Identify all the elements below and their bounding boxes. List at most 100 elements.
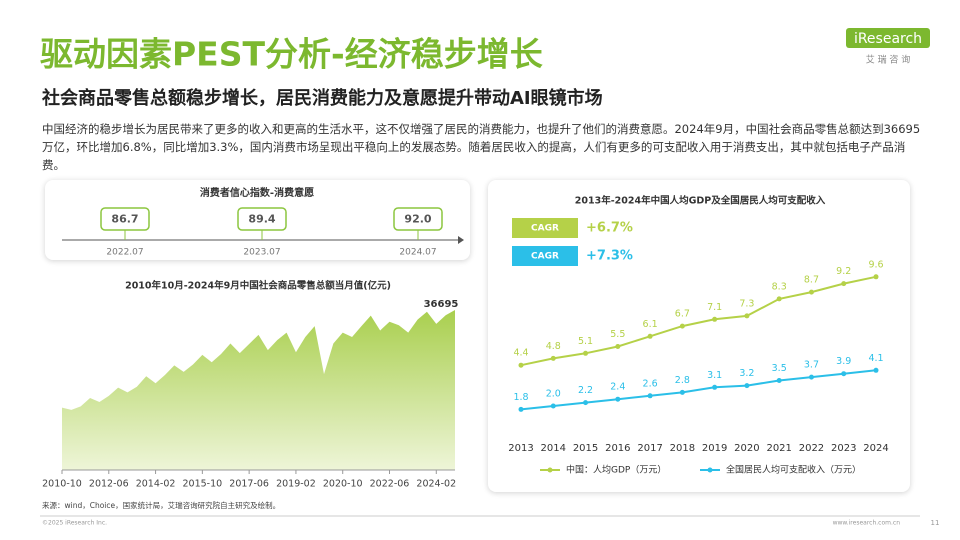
x-tick-label: 2019 xyxy=(702,443,727,454)
data-label: 7.3 xyxy=(739,298,754,309)
point xyxy=(615,396,621,402)
data-label: 8.7 xyxy=(804,275,819,286)
point xyxy=(873,274,879,280)
point xyxy=(776,296,782,302)
cagr-badge xyxy=(512,246,578,266)
data-label: 2.0 xyxy=(546,389,561,400)
x-tick-label: 2017 xyxy=(637,443,662,454)
source: 来源：wind，Choice，国家统计局，艾瑞咨询研究院自主研究及绘制。 xyxy=(42,500,280,510)
line xyxy=(520,369,877,411)
x-tick-label: 2014 xyxy=(541,443,566,454)
x-tick-label: 2013 xyxy=(508,443,533,454)
x-tick-label: 2024 xyxy=(863,443,888,454)
x-tick-label: 2010-10 xyxy=(42,479,82,490)
point xyxy=(776,378,782,383)
data-label: 2.8 xyxy=(675,375,690,386)
point xyxy=(550,403,556,409)
logo-cn: 艾 瑞 咨 询 xyxy=(866,54,911,66)
data-label: 8.3 xyxy=(772,281,787,292)
point xyxy=(841,281,847,287)
x-tick-label: 2021 xyxy=(766,443,791,454)
point xyxy=(615,344,621,349)
point xyxy=(583,350,589,356)
data-label: 4.4 xyxy=(513,348,528,359)
x-tick-label: 2016 xyxy=(605,443,630,454)
data-label: 3.5 xyxy=(772,363,787,374)
cagr-label: CAGR xyxy=(531,224,559,234)
data-label: 1.8 xyxy=(513,392,528,403)
chart-title: 2010年10月-2024年9月中国社会商品零售总额当月值(亿元) xyxy=(125,280,391,292)
point xyxy=(647,393,653,399)
data-label: 3.7 xyxy=(804,360,819,371)
point xyxy=(647,333,653,339)
date: 2023.07 xyxy=(243,248,280,258)
cagr-value: +6.7% xyxy=(586,221,633,236)
data-label: 5.1 xyxy=(578,336,593,347)
data-label: 7.1 xyxy=(707,302,722,313)
copyright: ©2025 iResearch Inc. xyxy=(42,520,107,527)
x-tick-label: 2017-06 xyxy=(229,479,269,490)
x-tick-label: 2020 xyxy=(734,443,759,454)
cagr-label: CAGR xyxy=(531,252,559,262)
data-label: 3.1 xyxy=(707,370,722,381)
point xyxy=(712,316,718,322)
x-tick-label: 2018 xyxy=(670,443,695,454)
x-tick-label: 2015-10 xyxy=(183,479,223,490)
point xyxy=(518,362,524,368)
point xyxy=(679,389,685,395)
data-label: 3.9 xyxy=(836,356,851,367)
subtitle: 社会商品零售总额稳步增长，居民消费能力及意愿提升带动AI眼镜市场 xyxy=(42,87,603,109)
point xyxy=(550,355,556,361)
point xyxy=(744,383,750,389)
date: 2024.07 xyxy=(399,248,436,258)
x-tick-label: 2014-02 xyxy=(136,479,176,490)
data-label: 6.1 xyxy=(643,319,658,330)
website: www.iresearch.com.cn xyxy=(833,520,901,527)
data-label: 2.2 xyxy=(578,385,593,396)
x-tick-label: 2019-02 xyxy=(276,479,316,490)
cagr-value: +7.3% xyxy=(586,249,633,264)
data-label: 2.6 xyxy=(643,378,658,389)
value: 86.7 xyxy=(111,213,138,226)
date: 2022.07 xyxy=(106,248,143,258)
data-label: 6.7 xyxy=(675,309,690,320)
x-tick-label: 2015 xyxy=(573,443,598,454)
data-label: 4.1 xyxy=(868,353,883,364)
page-number: 11 xyxy=(931,519,940,527)
legend-dot xyxy=(547,467,553,473)
area xyxy=(62,310,455,470)
data-label: 9.6 xyxy=(868,259,883,270)
x-tick-label: 2022 xyxy=(799,443,824,454)
point xyxy=(808,289,814,295)
legend-dot xyxy=(707,467,713,473)
title: 驱动因素PEST分析-经济稳步增长 xyxy=(40,35,543,74)
value: 89.4 xyxy=(248,213,275,226)
point xyxy=(712,384,718,390)
point xyxy=(744,313,750,319)
data-label: 9.2 xyxy=(836,266,851,277)
timeline-arrow xyxy=(458,236,464,244)
x-tick-label: 2024-02 xyxy=(416,479,456,490)
data-label: 5.5 xyxy=(610,329,625,340)
value: 92.0 xyxy=(404,213,431,226)
point xyxy=(873,367,879,373)
panel-title: 消费者信心指数-消费意愿 xyxy=(200,186,314,199)
line xyxy=(520,275,877,367)
cagr-badge xyxy=(512,218,578,238)
chart-title: 2013年-2024年中国人均GDP及全国居民人均可支配收入 xyxy=(575,195,826,207)
paragraph: 中国经济的稳步增长为居民带来了更多的收入和更高的生活水平，这不仅增强了居民的消费… xyxy=(42,122,921,172)
x-tick-label: 2023 xyxy=(831,443,856,454)
logo: iResearch xyxy=(854,31,922,47)
logo-box xyxy=(846,28,930,48)
x-tick-label: 2012-06 xyxy=(89,479,129,490)
legend-label: 全国居民人均可支配收入（万元） xyxy=(726,464,861,476)
x-tick-label: 2022-06 xyxy=(370,479,410,490)
data-label: 36695 xyxy=(424,299,459,310)
data-label: 2.4 xyxy=(610,382,625,393)
legend-label: 中国：人均GDP（万元） xyxy=(566,464,666,476)
point xyxy=(808,374,814,380)
point xyxy=(518,406,524,412)
point xyxy=(679,323,685,329)
